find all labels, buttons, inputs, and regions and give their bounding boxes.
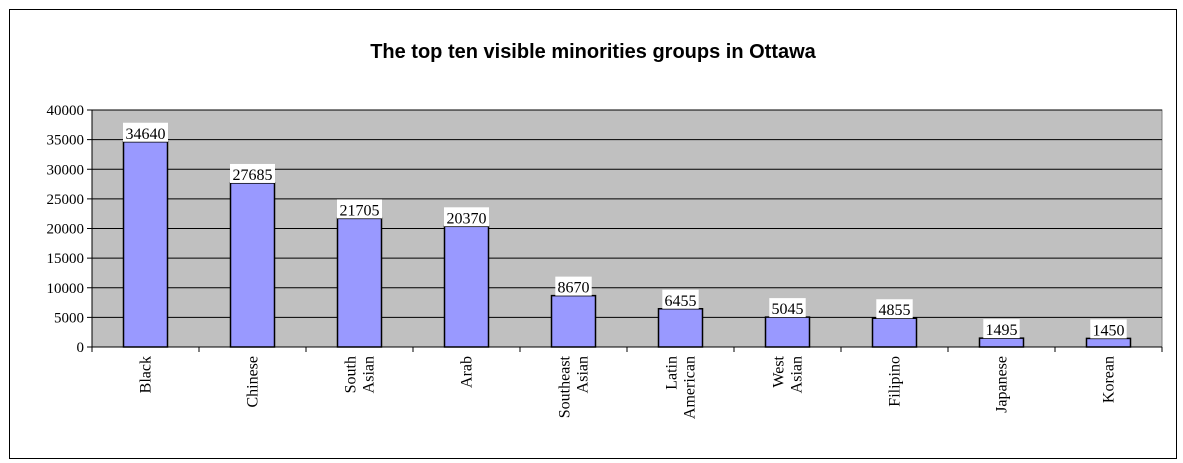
bar-south-asian — [336, 217, 383, 348]
chart-title: The top ten visible minorities groups in… — [370, 41, 816, 63]
data-label-bg — [1090, 319, 1127, 339]
data-label-bg — [555, 276, 592, 296]
x-category-label: Arab — [459, 356, 476, 388]
y-tick-label: 15000 — [47, 251, 85, 267]
data-label: 27685 — [233, 167, 273, 184]
x-category-label: Filipino — [887, 356, 904, 407]
bar-black — [122, 141, 169, 348]
y-tick-label: 40000 — [47, 103, 85, 119]
x-category-label: Asian — [575, 356, 592, 393]
data-label-bg — [123, 122, 168, 142]
data-label: 21705 — [340, 202, 380, 219]
data-label-bg — [662, 289, 699, 309]
x-category-label: Asian — [789, 356, 806, 393]
x-category-label: Asian — [361, 356, 378, 393]
x-category-label: American — [682, 356, 699, 419]
data-label: 1495 — [986, 322, 1018, 339]
data-label: 4855 — [879, 302, 911, 319]
data-label: 1450 — [1093, 322, 1125, 339]
x-category-label: West — [771, 355, 788, 387]
bar-filipino — [871, 317, 918, 348]
bar-latin-american — [657, 308, 704, 348]
data-label-bg — [444, 207, 489, 227]
y-tick-label: 25000 — [47, 192, 85, 208]
data-label-bg — [230, 163, 275, 183]
x-category-label: Chinese — [245, 356, 262, 408]
data-label-bg — [769, 298, 806, 318]
x-category-label: Black — [138, 356, 155, 393]
data-label-bg — [337, 199, 382, 219]
data-label: 8670 — [558, 280, 590, 297]
x-category-label: Southeast — [557, 355, 574, 418]
data-label-bg — [983, 319, 1020, 339]
bar-korean — [1085, 337, 1132, 348]
bar-chinese — [229, 182, 276, 348]
y-tick-label: 20000 — [47, 222, 85, 238]
bar-japanese — [978, 337, 1025, 348]
data-label: 34640 — [126, 126, 166, 143]
y-tick-label: 35000 — [47, 133, 85, 149]
x-category-label: South — [343, 356, 360, 393]
y-tick-label: 5000 — [54, 310, 84, 326]
bar-southeast-asian — [550, 294, 597, 348]
y-tick-label: 30000 — [47, 162, 85, 178]
data-label: 6455 — [665, 293, 697, 310]
data-label: 20370 — [447, 210, 487, 227]
bar-west-asian — [764, 316, 811, 348]
y-tick-label: 10000 — [47, 281, 85, 297]
data-label: 5045 — [772, 301, 804, 318]
bar-arab — [443, 225, 490, 348]
data-label-bg — [876, 299, 913, 319]
x-category-label: Latin — [664, 356, 681, 390]
x-category-label: Korean — [1101, 356, 1118, 403]
x-category-label: Japanese — [994, 356, 1011, 413]
y-tick-label: 0 — [77, 340, 85, 356]
